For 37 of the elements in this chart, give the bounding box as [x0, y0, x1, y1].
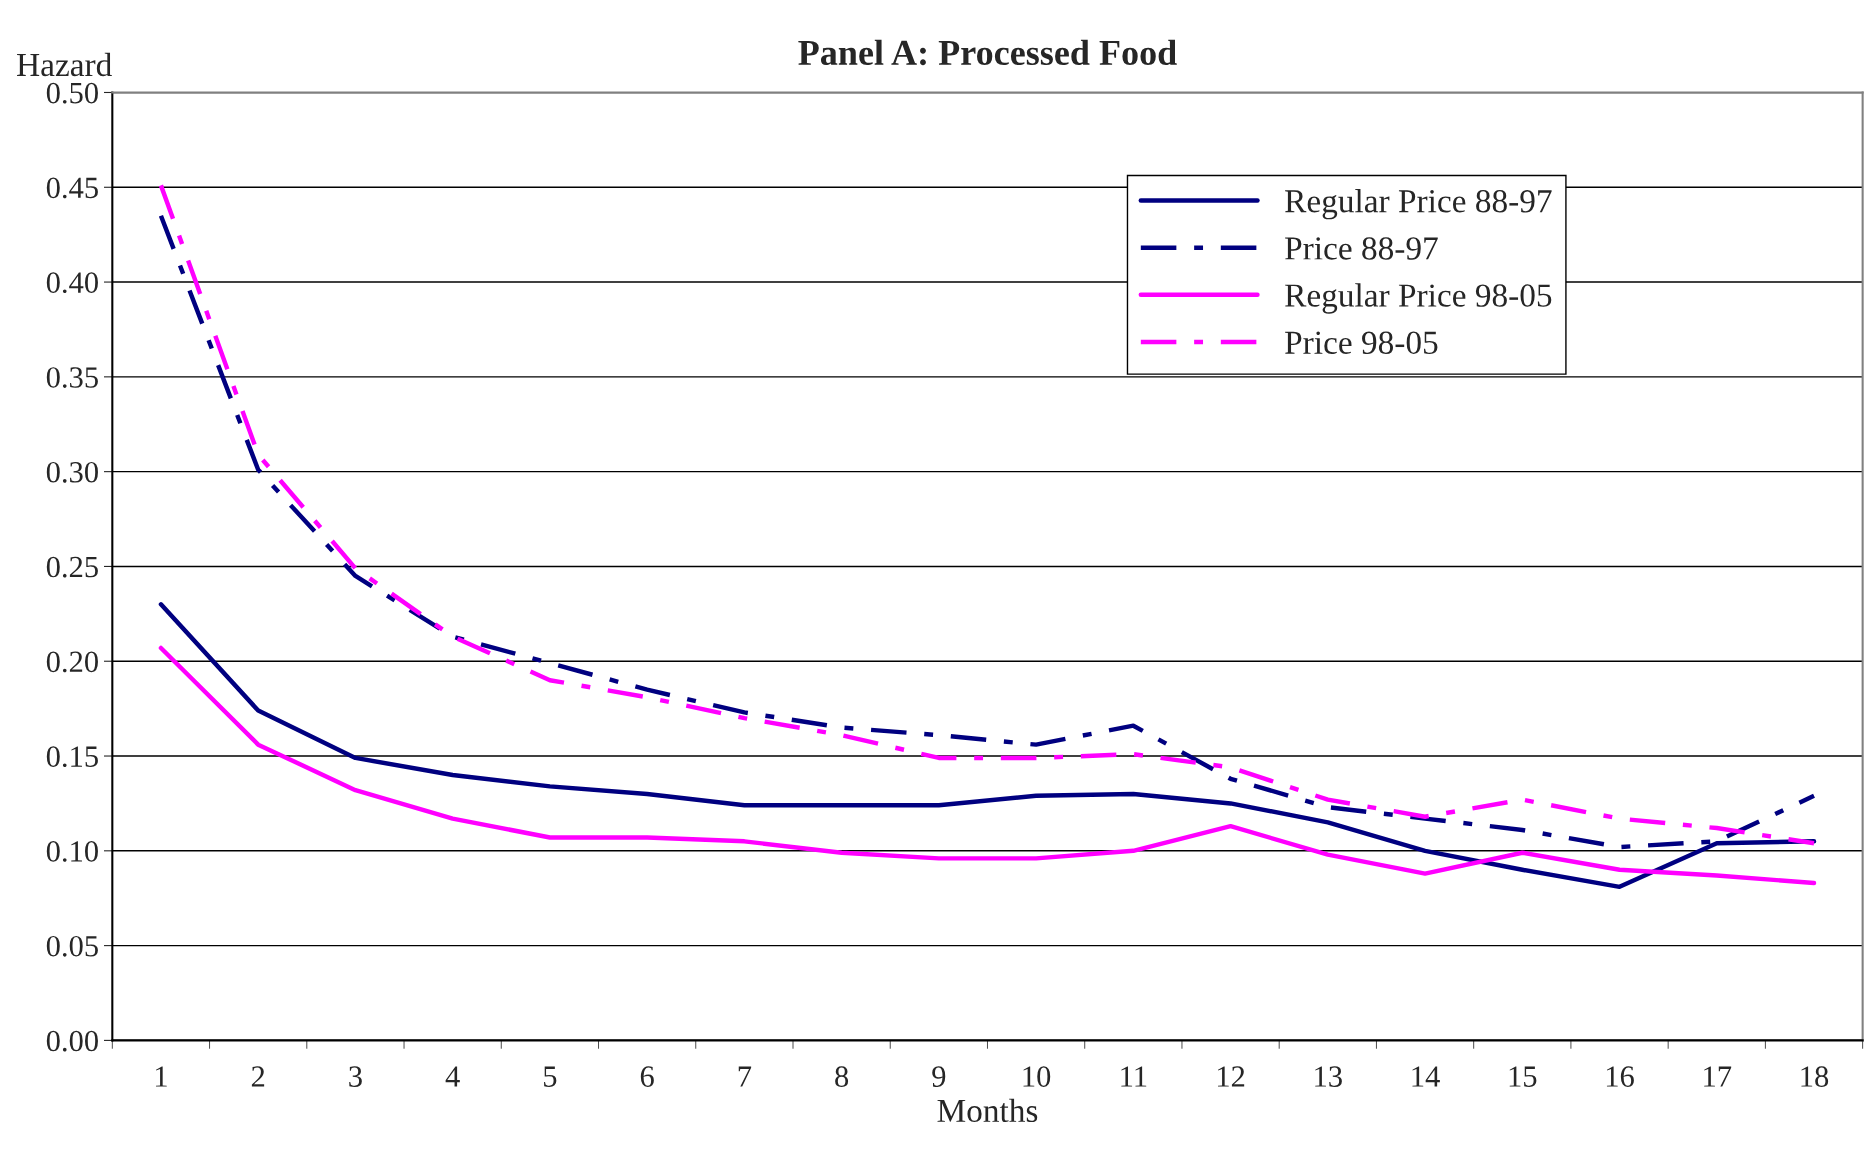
y-tick-label: 0.20: [46, 651, 98, 673]
y-tick-label: 0.00: [46, 1030, 98, 1052]
x-tick-label: 4: [445, 1066, 460, 1087]
x-tick-label: 18: [1801, 1066, 1829, 1087]
x-tick-label: 1: [155, 1066, 167, 1087]
y-tick-label: 0.35: [46, 367, 98, 388]
legend-label: Price 88-97: [1285, 237, 1438, 260]
line-series: [158, 645, 1817, 886]
x-tick-label: 6: [640, 1066, 654, 1087]
x-tick-label: 2: [251, 1066, 265, 1087]
legend-label: Regular Price 88-97: [1285, 189, 1552, 220]
y-tick-label: 0.15: [46, 746, 98, 768]
legend-label: Regular Price 98-05: [1285, 283, 1552, 314]
x-axis-title: Months: [937, 1098, 1038, 1123]
y-tick-label: 0.45: [46, 177, 98, 199]
y-axis-title: Hazard: [17, 52, 112, 77]
x-tick-label: 17: [1704, 1066, 1732, 1087]
chart-title: Panel A: Processed Food: [798, 39, 1177, 66]
y-tick-label: 0.10: [46, 841, 98, 862]
x-tick-label: 8: [835, 1066, 849, 1087]
x-tick-label: 7: [738, 1066, 752, 1087]
x-tick-label: 9: [932, 1066, 946, 1087]
x-tick-label: 13: [1315, 1066, 1342, 1087]
y-tick-label: 0.50: [46, 82, 98, 104]
x-tick-label: 15: [1509, 1066, 1537, 1087]
y-tick-label: 0.30: [46, 461, 98, 483]
y-tick-label: 0.05: [46, 935, 98, 957]
x-tick-label: 10: [1023, 1066, 1051, 1087]
x-tick-label: 3: [349, 1066, 362, 1087]
x-tick-label: 12: [1217, 1066, 1245, 1087]
y-tick-label: 0.25: [46, 556, 98, 578]
x-tick-label: 11: [1121, 1066, 1147, 1087]
legend-label: Price 98-05: [1285, 331, 1438, 354]
x-tick-label: 16: [1606, 1066, 1634, 1087]
y-tick-label: 0.40: [46, 272, 98, 294]
x-tick-label: 14: [1412, 1066, 1440, 1087]
x-tick-label: 5: [544, 1066, 557, 1087]
